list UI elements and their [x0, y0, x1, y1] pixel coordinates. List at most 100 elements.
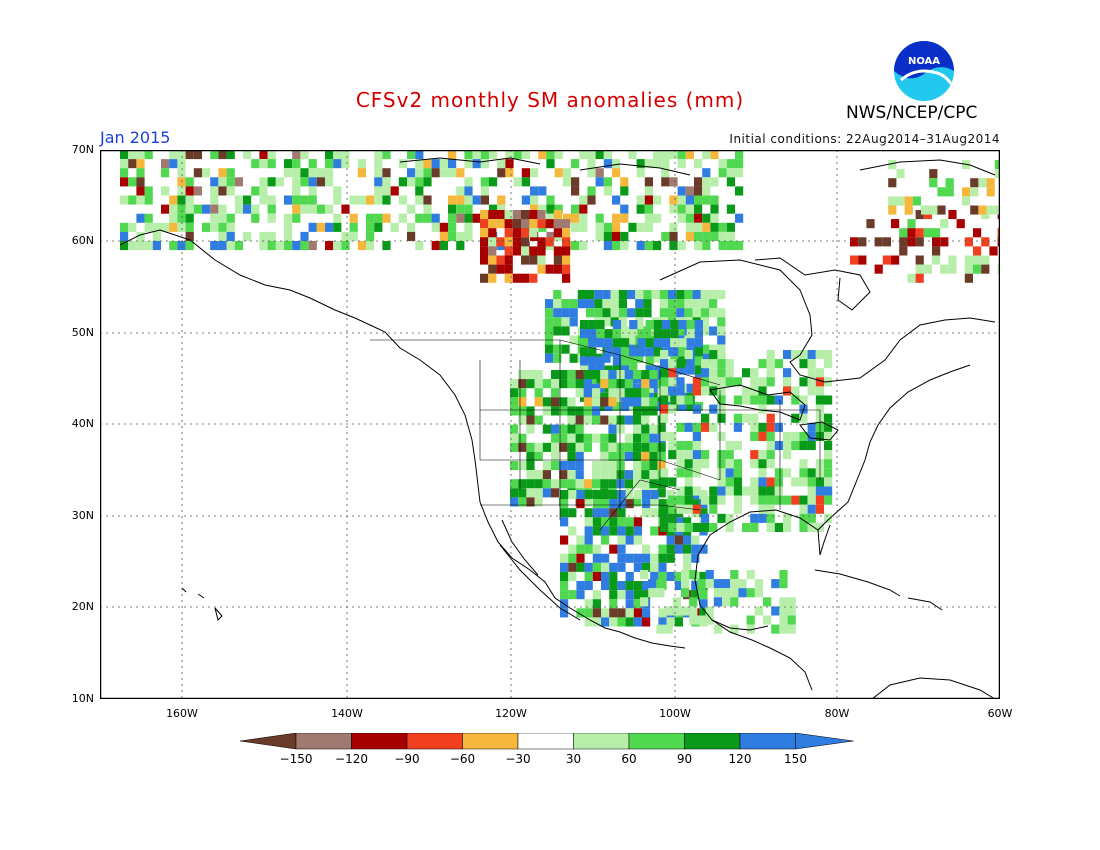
- anomaly-cell: [592, 544, 601, 554]
- anomaly-cell: [668, 368, 677, 378]
- anomaly-cell: [185, 195, 194, 205]
- anomaly-cell: [177, 150, 186, 160]
- anomaly-cell: [464, 195, 473, 205]
- anomaly-cell: [292, 241, 301, 251]
- anomaly-cell: [669, 195, 678, 205]
- anomaly-cell: [676, 299, 685, 309]
- anomaly-cell: [592, 599, 601, 609]
- anomaly-cell: [766, 431, 775, 441]
- anomaly-cell: [553, 255, 562, 265]
- anomaly-cell: [448, 168, 457, 178]
- anomaly-cell: [718, 241, 727, 251]
- anomaly-cell: [448, 204, 457, 214]
- anomaly-cell: [596, 383, 605, 393]
- anomaly-cell: [284, 213, 293, 223]
- anomaly-cell: [681, 588, 690, 598]
- anomaly-cell: [161, 159, 170, 169]
- anomaly-cell: [431, 241, 440, 251]
- colorbar-tick-label: −90: [394, 752, 420, 766]
- anomaly-cell: [537, 246, 546, 256]
- anomaly-cell: [735, 213, 744, 223]
- anomaly-cell: [746, 588, 755, 598]
- anomaly-cell: [629, 347, 638, 357]
- anomaly-cell: [766, 459, 775, 469]
- anomaly-cell: [635, 353, 644, 363]
- anomaly-cell: [568, 553, 577, 563]
- svg-text:NOAA: NOAA: [908, 56, 940, 67]
- anomaly-cell: [668, 513, 677, 523]
- anomaly-cell: [601, 608, 610, 618]
- anomaly-cell: [576, 490, 585, 500]
- anomaly-cell: [685, 150, 694, 160]
- anomaly-cell: [666, 544, 675, 554]
- anomaly-cell: [587, 195, 596, 205]
- anomaly-cell: [292, 213, 301, 223]
- anomaly-cell: [677, 195, 686, 205]
- anomaly-cell: [325, 150, 334, 160]
- anomaly-cell: [185, 186, 194, 196]
- initial-conditions: Initial conditions: 22Aug2014–31Aug2014: [729, 132, 1000, 146]
- anomaly-cell: [571, 241, 580, 251]
- anomaly-cell: [694, 365, 703, 375]
- anomaly-cell: [699, 608, 708, 618]
- anomaly-cell: [697, 615, 706, 625]
- anomaly-cell: [899, 237, 908, 247]
- anomaly-cell: [750, 477, 759, 487]
- anomaly-cell: [120, 177, 129, 187]
- anomaly-cell: [551, 406, 560, 416]
- anomaly-cell: [633, 590, 642, 600]
- political-borders: [370, 339, 821, 531]
- anomaly-cell: [717, 317, 726, 327]
- anomaly-cell: [193, 168, 202, 178]
- anomaly-cell: [717, 386, 726, 396]
- anomaly-cell: [677, 241, 686, 251]
- anomaly-cell: [496, 210, 505, 220]
- anomaly-cell: [592, 388, 601, 398]
- anomaly-cell: [448, 150, 457, 160]
- anomaly-cell: [618, 290, 627, 300]
- anomaly-cell: [601, 562, 610, 572]
- anomaly-cell: [504, 237, 513, 247]
- anomaly-cell: [275, 177, 284, 187]
- anomaly-cell: [226, 222, 235, 232]
- anomaly-cell: [575, 388, 584, 398]
- anomaly-cell: [709, 344, 718, 354]
- anomaly-cell: [633, 397, 642, 407]
- anomaly-cell: [640, 597, 649, 607]
- anomaly-cell: [592, 517, 601, 527]
- anomaly-cell: [562, 246, 571, 256]
- anomaly-cell: [694, 241, 703, 251]
- lon-label: 80W: [824, 707, 850, 720]
- anomaly-cell: [580, 338, 589, 348]
- anomaly-cell: [799, 522, 808, 532]
- anomaly-cell: [725, 441, 734, 451]
- anomaly-cell: [641, 479, 650, 489]
- anomaly-cell: [488, 255, 497, 265]
- anomaly-cell: [713, 588, 722, 598]
- anomaly-cell: [609, 499, 618, 509]
- anomaly-cell: [609, 544, 618, 554]
- anomaly-cell: [415, 213, 424, 223]
- anomaly-cell: [653, 392, 662, 402]
- anomaly-cell: [766, 477, 775, 487]
- anomaly-cell: [692, 522, 701, 532]
- anomaly-cell: [592, 526, 601, 536]
- anomaly-cell: [559, 397, 568, 407]
- anomaly-cell: [692, 504, 701, 514]
- anomaly-cell: [601, 571, 610, 581]
- anomaly-cell: [730, 597, 739, 607]
- noaa-logo: NOAA: [894, 41, 954, 101]
- anomaly-cell: [489, 150, 498, 160]
- anomaly-cell: [771, 579, 780, 589]
- anomaly-cell: [210, 213, 219, 223]
- anomaly-cell: [758, 395, 767, 405]
- anomaly-cell: [592, 397, 601, 407]
- anomaly-cell: [193, 150, 202, 160]
- anomaly-cell: [600, 461, 609, 471]
- anomaly-cell: [185, 177, 194, 187]
- colorbar-high-arrow: [795, 733, 854, 750]
- anomaly-cell: [136, 159, 145, 169]
- anomaly-cell: [691, 590, 700, 600]
- anomaly-cell: [763, 615, 772, 625]
- anomaly-cell: [650, 562, 659, 572]
